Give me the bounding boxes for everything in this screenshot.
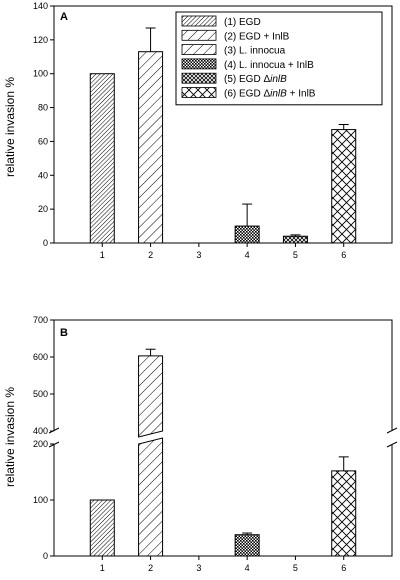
panel-a-x-tick-label: 5	[293, 250, 298, 260]
panel-a-y-tick-label: 60	[38, 136, 48, 146]
panel-b-x-tick-label: 4	[245, 563, 250, 573]
legend-swatch-1	[181, 15, 217, 27]
panel-b-bar-2-upper	[138, 355, 164, 438]
legend-entry-2: (2) EGD + InlB	[224, 31, 290, 42]
panel-a-x-tick-label: 4	[245, 250, 250, 260]
legend-entry-3: (3) L. innocua	[224, 46, 286, 57]
panel-b-bar-1	[89, 499, 115, 557]
panel-a-x-tick-label: 1	[100, 250, 105, 260]
panel-a-y-tick-label: 40	[38, 170, 48, 180]
panel-b-axis-break	[386, 427, 398, 434]
panel-a-axes: 0 20 40 60 80 100 120 140 1 2 3 4 5 6	[33, 1, 393, 260]
panel-b-y-tick-label: 200	[33, 439, 48, 449]
panel-a-bar-5	[282, 235, 308, 244]
panel-b-y-tick-label: 0	[43, 551, 48, 561]
panel-b-y-tick-label: 600	[33, 352, 48, 362]
panel-b-x-tick-label: 2	[148, 563, 153, 573]
panel-a-bars	[89, 27, 357, 244]
legend-swatch-3	[181, 44, 217, 55]
panel-a-y-tick-label: 20	[38, 204, 48, 214]
panel-b-axis-break	[386, 441, 398, 448]
panel-a-y-tick-label: 140	[33, 1, 48, 11]
panel-b-y-tick-label: 500	[33, 389, 48, 399]
panel-a-x-tick-label: 2	[148, 250, 153, 260]
panel-b-axes: 400 500 600 700 0 100 200 1 2 3 4 5 6	[33, 315, 398, 573]
panel-b-bar-2-lower	[138, 437, 164, 557]
panel-a-x-tick-label: 6	[341, 250, 346, 260]
panel-b-bar-6	[331, 470, 357, 557]
panel-b-bar-4	[234, 534, 260, 557]
panel-b-x-tick-label: 1	[100, 563, 105, 573]
panel-b-letter: B	[60, 327, 68, 339]
panel-a-legend: (1) EGD (2) EGD + InlB (3) L. innocua (4) L…	[175, 11, 383, 106]
panel-a-frame	[53, 5, 393, 244]
panel-a: relative invasion % A 020406080100120140…	[3, 1, 393, 260]
panel-a-letter: A	[60, 11, 68, 23]
panel-a-y-tick-label: 0	[43, 238, 48, 248]
panel-a-bar-6	[331, 129, 357, 244]
panel-b-x-tick-label: 6	[341, 563, 346, 573]
legend-entry-4: (4) L. innocua + InlB	[224, 60, 314, 71]
legend-swatch-2	[181, 29, 217, 41]
panel-b-y-tick-label: 400	[33, 426, 48, 436]
panel-b-x-tick-label: 3	[196, 563, 201, 573]
panel-a-bar-4	[234, 225, 260, 244]
panel-b-upper-frame	[53, 319, 393, 431]
panel-b-y-tick-label: 100	[33, 495, 48, 505]
legend-swatch-6	[181, 87, 217, 98]
panel-a-y-axis-label: relative invasion %	[3, 77, 17, 177]
panel-b-y-axis-label: relative invasion %	[3, 387, 17, 487]
panel-a-y-tick-label: 120	[33, 35, 48, 45]
panel-a-y-tick-label: 100	[33, 69, 48, 79]
panel-a-x-tick-label: 3	[196, 250, 201, 260]
panel-b: relative invasion % B 400 500 600 700 0 100 20…	[3, 315, 398, 573]
legend-entry-6: (6) EGD ΔinlB + InlB	[224, 89, 316, 100]
panel-a-bar-2	[138, 51, 164, 244]
panel-a-y-tick-label: 80	[38, 103, 48, 113]
panel-b-x-tick-label: 5	[293, 563, 298, 573]
panel-a-bar-1	[89, 73, 115, 244]
legend-swatch-4	[181, 58, 217, 70]
panel-b-bars	[89, 348, 357, 557]
legend-entry-1: (1) EGD	[224, 17, 261, 28]
legend-entry-5: (5) EGD ΔinlB	[224, 74, 287, 85]
panel-b-y-tick-label: 700	[33, 315, 48, 325]
legend-swatch-5	[181, 72, 217, 84]
